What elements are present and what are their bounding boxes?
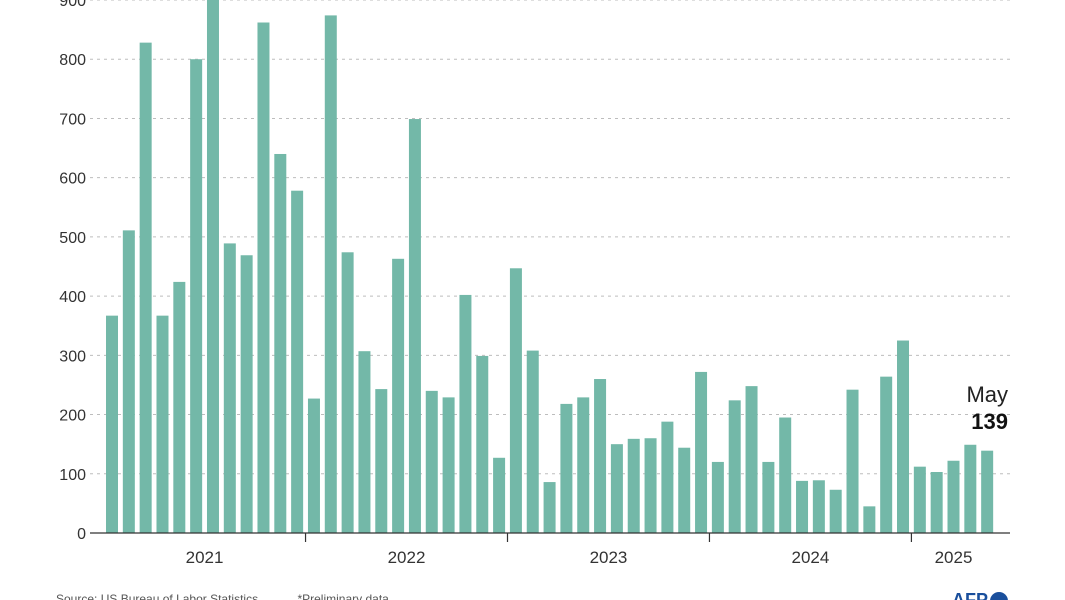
bar (307, 398, 320, 533)
bar (661, 421, 674, 533)
y-tick-label: 300 (59, 348, 86, 365)
bar (122, 230, 135, 533)
y-tick-label: 0 (77, 526, 86, 543)
bar (526, 350, 539, 533)
bar (812, 480, 825, 533)
bar (425, 390, 438, 533)
footer: Source: US Bureau of Labor Statistics *P… (56, 592, 425, 600)
bar (476, 355, 489, 533)
bar (358, 351, 371, 533)
bar (711, 461, 724, 533)
bar (728, 400, 741, 533)
bar (796, 480, 809, 533)
y-tick-label: 500 (59, 230, 86, 247)
bar (577, 397, 590, 533)
x-axis: 2021 2022 2023 2024 2025 (90, 532, 1010, 567)
bar (173, 281, 186, 533)
bar (779, 417, 792, 533)
bar (240, 255, 253, 533)
bar (206, 0, 219, 533)
bar (459, 294, 472, 533)
bar (846, 389, 859, 533)
bar (880, 376, 893, 533)
source-note: Source: US Bureau of Labor Statistics (56, 592, 259, 600)
y-axis: 0 100 200 300 400 500 600 700 800 900 (59, 0, 86, 543)
y-tick-label: 700 (59, 111, 86, 128)
annotation: May 139 (966, 382, 1008, 434)
bar (627, 438, 640, 533)
bar (930, 472, 943, 533)
bar (695, 371, 708, 533)
bar (509, 268, 522, 533)
annotation-month: May (966, 382, 1008, 407)
bar (493, 457, 506, 533)
bar (543, 482, 556, 533)
bar (745, 386, 758, 533)
logo-dot-icon (990, 591, 1008, 600)
preliminary-note: *Preliminary data (297, 592, 389, 600)
bars (106, 0, 994, 534)
bar (442, 397, 455, 533)
bar (106, 315, 118, 533)
y-tick-label: 400 (59, 289, 86, 306)
bar (324, 15, 337, 533)
y-tick-label: 100 (59, 467, 86, 484)
afp-logo: AFP (952, 590, 1008, 600)
x-group-label: 2021 (186, 548, 224, 567)
bar (594, 379, 607, 533)
bar (291, 190, 304, 533)
bar (762, 461, 775, 533)
bar (408, 119, 421, 533)
y-tick-label: 600 (59, 171, 86, 188)
bar (190, 59, 203, 533)
bar (829, 489, 842, 533)
x-group-label: 2024 (792, 548, 830, 567)
bar (392, 258, 405, 533)
logo-text: AFP (952, 590, 988, 600)
x-group-label: 2022 (388, 548, 426, 567)
bar (981, 450, 994, 533)
bar (897, 340, 910, 533)
bar (913, 466, 926, 533)
bar (947, 460, 960, 533)
bar (257, 22, 270, 533)
bar (223, 243, 236, 533)
bar (560, 403, 573, 533)
x-group-label: 2023 (590, 548, 628, 567)
y-tick-label: 200 (59, 408, 86, 425)
annotation-value: 139 (971, 409, 1008, 434)
y-tick-label: 800 (59, 52, 86, 69)
bar (341, 252, 354, 534)
bar (678, 447, 691, 533)
bar (863, 506, 876, 533)
bar (964, 444, 977, 533)
bar (156, 315, 169, 533)
bar (644, 438, 657, 533)
bar (610, 444, 623, 533)
y-tick-label: 900 (59, 0, 86, 10)
bar (139, 42, 152, 533)
bar (274, 153, 287, 534)
bar (375, 389, 388, 533)
x-group-label: 2025 (935, 548, 973, 567)
